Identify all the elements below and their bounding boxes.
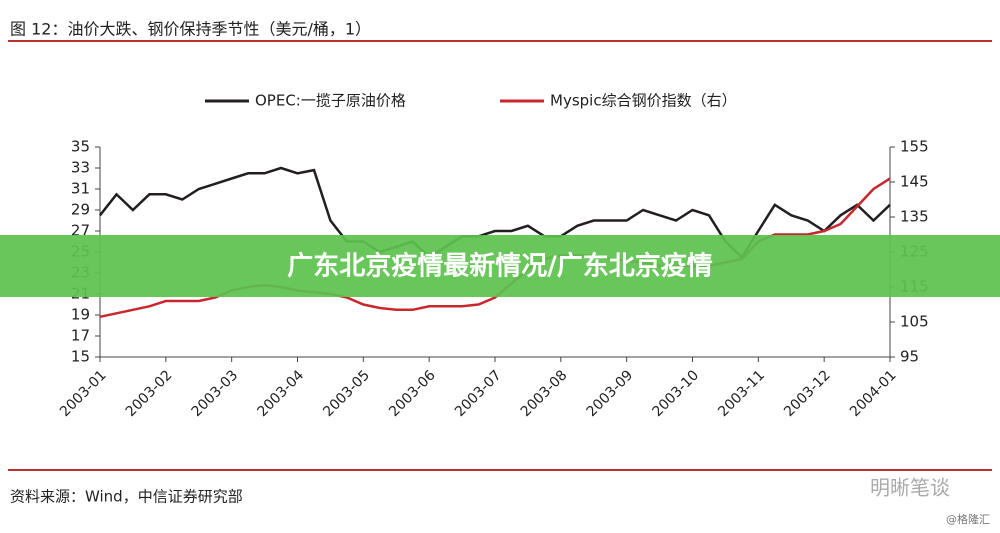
y-tick-label: 33 <box>71 159 90 177</box>
y2-tick-label: 105 <box>900 313 929 331</box>
y2-tick-label: 95 <box>900 348 919 366</box>
watermark: 明晰笔谈 <box>870 476 950 500</box>
legend-label: OPEC:一揽子原油价格 <box>255 92 406 110</box>
banner-text: 广东北京疫情最新情况/广东北京疫情 <box>287 251 713 282</box>
x-tick-label: 2003-10 <box>649 367 702 420</box>
x-tick-label: 2003-06 <box>386 367 439 420</box>
y2-tick-label: 145 <box>900 173 929 191</box>
y-tick-label: 35 <box>71 138 90 156</box>
y-tick-label: 17 <box>71 327 90 345</box>
series-line <box>99 166 891 260</box>
y2-tick-label: 135 <box>900 208 929 226</box>
y-tick-label: 19 <box>71 306 90 324</box>
banner <box>0 235 1000 297</box>
legend-label: Myspic综合钢价指数（右） <box>550 92 737 110</box>
figure-title: 图 12：油价大跌、钢价保持季节性（美元/桶，1） <box>10 20 371 39</box>
x-tick-label: 2003-05 <box>320 367 373 420</box>
x-tick-label: 2004-01 <box>847 367 900 420</box>
source: 资料来源：Wind，中信证券研究部 <box>10 488 243 506</box>
x-tick-label: 2003-03 <box>189 367 242 420</box>
x-tick-label: 2003-09 <box>584 367 637 420</box>
y-tick-label: 31 <box>71 180 90 198</box>
y2-tick-label: 155 <box>900 138 929 156</box>
y-tick-label: 15 <box>71 348 90 366</box>
x-tick-label: 2003-07 <box>452 367 505 420</box>
x-tick-label: 2003-12 <box>781 367 834 420</box>
x-tick-label: 2003-08 <box>518 367 571 420</box>
x-tick-label: 2003-02 <box>123 367 176 420</box>
x-tick-label: 2003-01 <box>57 367 110 420</box>
x-tick-label: 2003-04 <box>254 367 307 420</box>
y-tick-label: 29 <box>71 201 90 219</box>
x-tick-label: 2003-11 <box>715 367 768 420</box>
credit: @格隆汇 <box>946 512 990 526</box>
